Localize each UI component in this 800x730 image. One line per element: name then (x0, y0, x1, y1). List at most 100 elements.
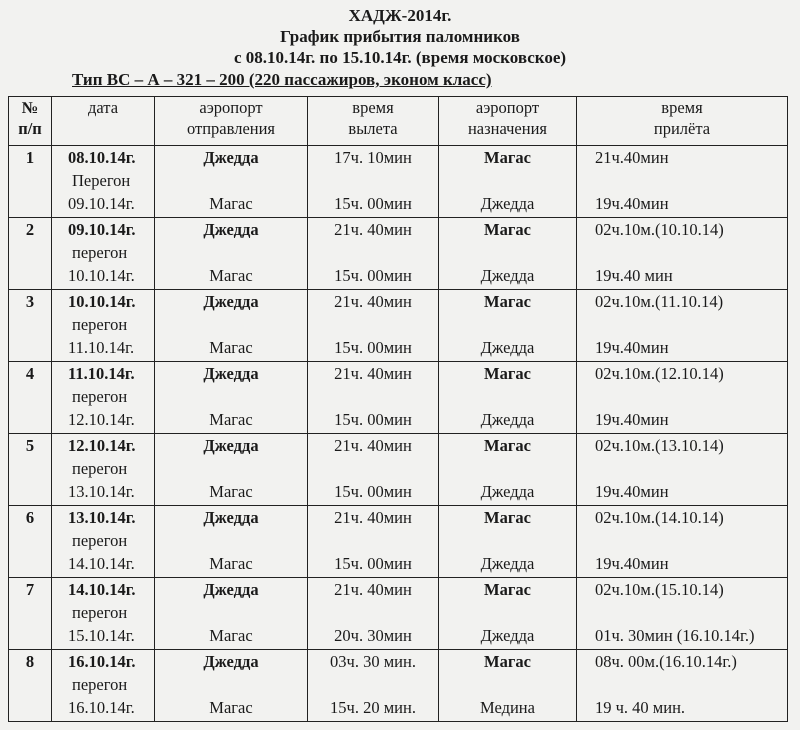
table-row: 7 14.10.14г. перегон 15.10.14г. Джедда М… (8, 577, 788, 650)
return-arrival-time: 19ч.40мин (595, 338, 669, 357)
document-title: ХАДЖ-2014г. (348, 6, 452, 25)
return-arrival-airport: Джедда (480, 194, 535, 213)
transfer-label: перегон (72, 603, 128, 622)
departure-time: 21ч. 40мин (334, 364, 412, 383)
return-arrival-airport: Джедда (480, 626, 535, 645)
return-date: 12.10.14г. (68, 410, 135, 429)
return-arrival-airport: Джедда (480, 266, 535, 285)
arrival-time: 02ч.10м.(11.10.14) (595, 292, 724, 311)
row-number: 2 (25, 220, 35, 239)
flight-date: 16.10.14г. (68, 652, 136, 671)
return-departure-time: 15ч. 00мин (334, 410, 412, 429)
arrival-airport: Магас (484, 436, 531, 455)
return-departure-time: 15ч. 00мин (334, 482, 412, 501)
arrival-airport: Магас (484, 508, 531, 527)
return-date: 10.10.14г. (68, 266, 135, 285)
arrival-airport: Магас (484, 220, 531, 239)
table-row: 2 09.10.14г. перегон 10.10.14г. Джедда М… (8, 217, 788, 290)
departure-time: 21ч. 40мин (334, 508, 412, 527)
return-arrival-time: 19 ч. 40 мин. (595, 698, 686, 717)
departure-airport: Джедда (203, 508, 259, 527)
departure-airport: Джедда (203, 580, 259, 599)
return-departure-airport: Магас (209, 410, 253, 429)
arrival-airport: Магас (484, 292, 531, 311)
arrival-time: 02ч.10м.(12.10.14) (595, 364, 724, 383)
return-departure-airport: Магас (209, 626, 253, 645)
return-arrival-airport: Джедда (480, 338, 535, 357)
departure-time: 21ч. 40мин (334, 436, 412, 455)
col-dep-time: время вылета (307, 96, 439, 146)
return-date: 14.10.14г. (68, 554, 135, 573)
return-arrival-airport: Джедда (480, 482, 535, 501)
arrival-time: 21ч.40мин (595, 148, 669, 167)
return-arrival-airport: Джедда (480, 554, 535, 573)
arrival-time: 02ч.10м.(13.10.14) (595, 436, 724, 455)
table-row: 5 12.10.14г. перегон 13.10.14г. Джедда М… (8, 433, 788, 506)
row-number: 7 (25, 580, 35, 599)
arrival-time: 08ч. 00м.(16.10.14г.) (595, 652, 737, 671)
flight-date: 13.10.14г. (68, 508, 136, 527)
arrival-airport: Магас (484, 652, 531, 671)
arrival-time: 02ч.10м.(10.10.14) (595, 220, 724, 239)
return-departure-airport: Магас (209, 482, 253, 501)
return-departure-airport: Магас (209, 554, 253, 573)
return-arrival-time: 19ч.40 мин (595, 266, 673, 285)
departure-time: 21ч. 40мин (334, 292, 412, 311)
departure-airport: Джедда (203, 652, 259, 671)
arrival-time: 02ч.10м.(14.10.14) (595, 508, 724, 527)
table-row: 3 10.10.14г. перегон 11.10.14г. Джедда М… (8, 289, 788, 362)
document-subtitle: График прибытия паломников (280, 27, 520, 46)
departure-airport: Джедда (203, 220, 259, 239)
return-date: 09.10.14г. (68, 194, 135, 213)
flight-schedule-table: № п/п дата аэропорт отправления время вылет… (8, 96, 788, 722)
return-date: 16.10.14г. (68, 698, 135, 717)
arrival-airport: Магас (484, 148, 531, 167)
return-arrival-time: 19ч.40мин (595, 410, 669, 429)
return-arrival-time: 01ч. 30мин (16.10.14г.) (595, 626, 755, 645)
departure-time: 21ч. 40мин (334, 220, 412, 239)
row-number: 1 (25, 148, 35, 167)
transfer-label: перегон (72, 243, 128, 262)
flight-date: 14.10.14г. (68, 580, 136, 599)
return-date: 13.10.14г. (68, 482, 135, 501)
departure-time: 17ч. 10мин (334, 148, 412, 167)
departure-airport: Джедда (203, 148, 259, 167)
return-arrival-airport: Медина (480, 698, 535, 717)
return-departure-airport: Магас (209, 266, 253, 285)
return-arrival-time: 19ч.40мин (595, 482, 669, 501)
return-departure-time: 15ч. 20 мин. (330, 698, 416, 717)
departure-airport: Джедда (203, 364, 259, 383)
table-row: 1 08.10.14г. Перегон 09.10.14г. Джедда М… (8, 145, 788, 218)
transfer-label: перегон (72, 531, 128, 550)
transfer-label: Перегон (72, 171, 131, 190)
arrival-airport: Магас (484, 364, 531, 383)
return-departure-airport: Магас (209, 338, 253, 357)
departure-airport: Джедда (203, 292, 259, 311)
flight-date: 11.10.14г. (68, 364, 135, 383)
return-departure-airport: Магас (209, 194, 253, 213)
transfer-label: перегон (72, 459, 128, 478)
departure-time: 03ч. 30 мин. (330, 652, 416, 671)
return-date: 11.10.14г. (68, 338, 135, 357)
table-header-row: № п/п дата аэропорт отправления время вылет… (8, 96, 788, 146)
transfer-label: перегон (72, 315, 128, 334)
departure-time: 21ч. 40мин (334, 580, 412, 599)
return-departure-time: 15ч. 00мин (334, 266, 412, 285)
return-departure-time: 20ч. 30мин (334, 626, 412, 645)
return-departure-time: 15ч. 00мин (334, 338, 412, 357)
flight-date: 09.10.14г. (68, 220, 136, 239)
arrival-airport: Магас (484, 580, 531, 599)
row-number: 6 (25, 508, 35, 527)
return-departure-time: 15ч. 00мин (334, 554, 412, 573)
schedule-period: с 08.10.14г. по 15.10.14г. (время москов… (233, 48, 567, 67)
row-number: 8 (25, 652, 35, 671)
col-date: дата (51, 96, 155, 146)
return-date: 15.10.14г. (68, 626, 135, 645)
transfer-label: перегон (72, 387, 128, 406)
table-row: 6 13.10.14г. перегон 14.10.14г. Джедда М… (8, 505, 788, 578)
col-dep-airport: аэропорт отправления (154, 96, 308, 146)
return-arrival-airport: Джедда (480, 410, 535, 429)
flight-date: 10.10.14г. (68, 292, 136, 311)
row-number: 5 (25, 436, 35, 455)
aircraft-type: Тип ВС – А – 321 – 200 (220 пассажиров, … (72, 70, 492, 89)
